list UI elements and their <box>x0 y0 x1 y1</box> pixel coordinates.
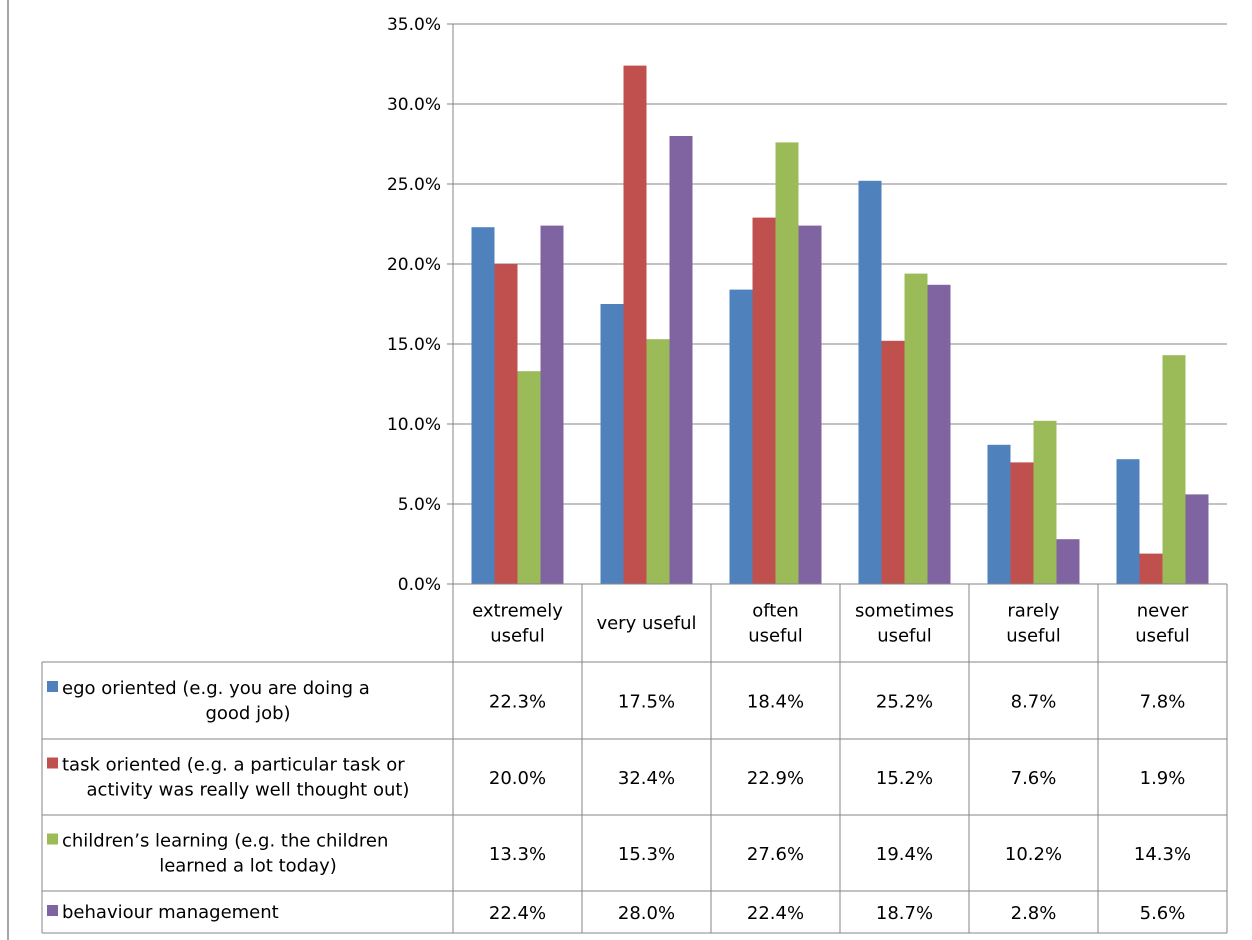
bar <box>987 444 1011 584</box>
bar <box>904 273 928 584</box>
y-tick-label: 35.0% <box>387 15 441 35</box>
legend-key <box>47 757 58 769</box>
data-value: 7.6% <box>1011 768 1057 789</box>
bar <box>623 65 647 585</box>
gridlines <box>453 23 1227 585</box>
bar <box>1033 420 1057 584</box>
data-value: 10.2% <box>1005 844 1062 865</box>
data-value: 14.3% <box>1134 844 1191 865</box>
category-label: sometimes useful <box>855 601 954 647</box>
data-value: 27.6% <box>747 844 804 865</box>
data-value: 22.4% <box>489 903 546 924</box>
series-name: behaviour management <box>62 902 279 923</box>
bar <box>1010 462 1034 584</box>
data-value: 17.5% <box>618 692 675 713</box>
data-value: 25.2% <box>876 692 933 713</box>
category-label: never useful <box>1135 601 1190 647</box>
bar <box>1162 355 1186 584</box>
category-label: rarely useful <box>1006 601 1061 647</box>
bar <box>798 225 822 584</box>
y-tick-label: 0.0% <box>398 575 441 595</box>
legend-key <box>47 905 58 916</box>
y-tick-label: 15.0% <box>387 335 441 355</box>
bar <box>752 217 776 584</box>
bar <box>1116 459 1140 584</box>
bar <box>775 142 799 584</box>
data-value: 2.8% <box>1011 903 1057 924</box>
bar <box>471 227 495 584</box>
bar <box>858 180 882 585</box>
y-tick-label: 5.0% <box>398 495 441 515</box>
legend-key <box>47 833 58 845</box>
data-value: 20.0% <box>489 768 546 789</box>
bar <box>927 284 951 584</box>
data-value: 8.7% <box>1011 692 1057 713</box>
axes: 0.0% 5.0% 10.0% 15.0% 20.0% 25.0% 30.0% 35.0% <box>387 15 454 595</box>
series-name: ego oriented (e.g. you are doing a good j… <box>62 678 370 724</box>
data-value: 13.3% <box>489 844 546 865</box>
bar <box>494 264 518 584</box>
y-tick-label: 10.0% <box>387 415 441 435</box>
bar <box>669 136 693 584</box>
data-value: 28.0% <box>618 903 675 924</box>
category-label: extremely useful <box>472 601 563 647</box>
data-value: 32.4% <box>618 768 675 789</box>
data-value: 22.9% <box>747 768 804 789</box>
legend-key <box>47 681 58 692</box>
y-tick-label: 20.0% <box>387 255 441 275</box>
data-value: 22.3% <box>489 692 546 713</box>
data-value: 22.4% <box>747 903 804 924</box>
bar <box>1056 539 1080 584</box>
y-tick-label: 30.0% <box>387 95 441 115</box>
bar <box>600 304 624 584</box>
data-value: 7.8% <box>1140 692 1186 713</box>
category-label: often useful <box>748 601 803 647</box>
data-value: 18.7% <box>876 903 933 924</box>
bar <box>1139 553 1163 584</box>
series-name: task oriented (e.g. a particular task or… <box>62 755 409 801</box>
data-value: 19.4% <box>876 844 933 865</box>
data-value: 15.3% <box>618 844 675 865</box>
bar <box>729 289 753 584</box>
data-value: 1.9% <box>1140 768 1186 789</box>
bar <box>646 339 670 584</box>
bar <box>881 340 905 584</box>
bar <box>540 225 564 584</box>
y-tick-label: 25.0% <box>387 175 441 195</box>
bar <box>517 371 541 584</box>
series-name: children’s learning (e.g. the children le… <box>62 831 388 877</box>
data-value: 18.4% <box>747 692 804 713</box>
bar <box>1185 494 1209 584</box>
data-value: 5.6% <box>1140 903 1186 924</box>
bars <box>471 65 1209 585</box>
data-table: extremely useful very useful often useful som… <box>41 583 1228 934</box>
category-label: very useful <box>596 613 696 634</box>
data-value: 15.2% <box>876 768 933 789</box>
